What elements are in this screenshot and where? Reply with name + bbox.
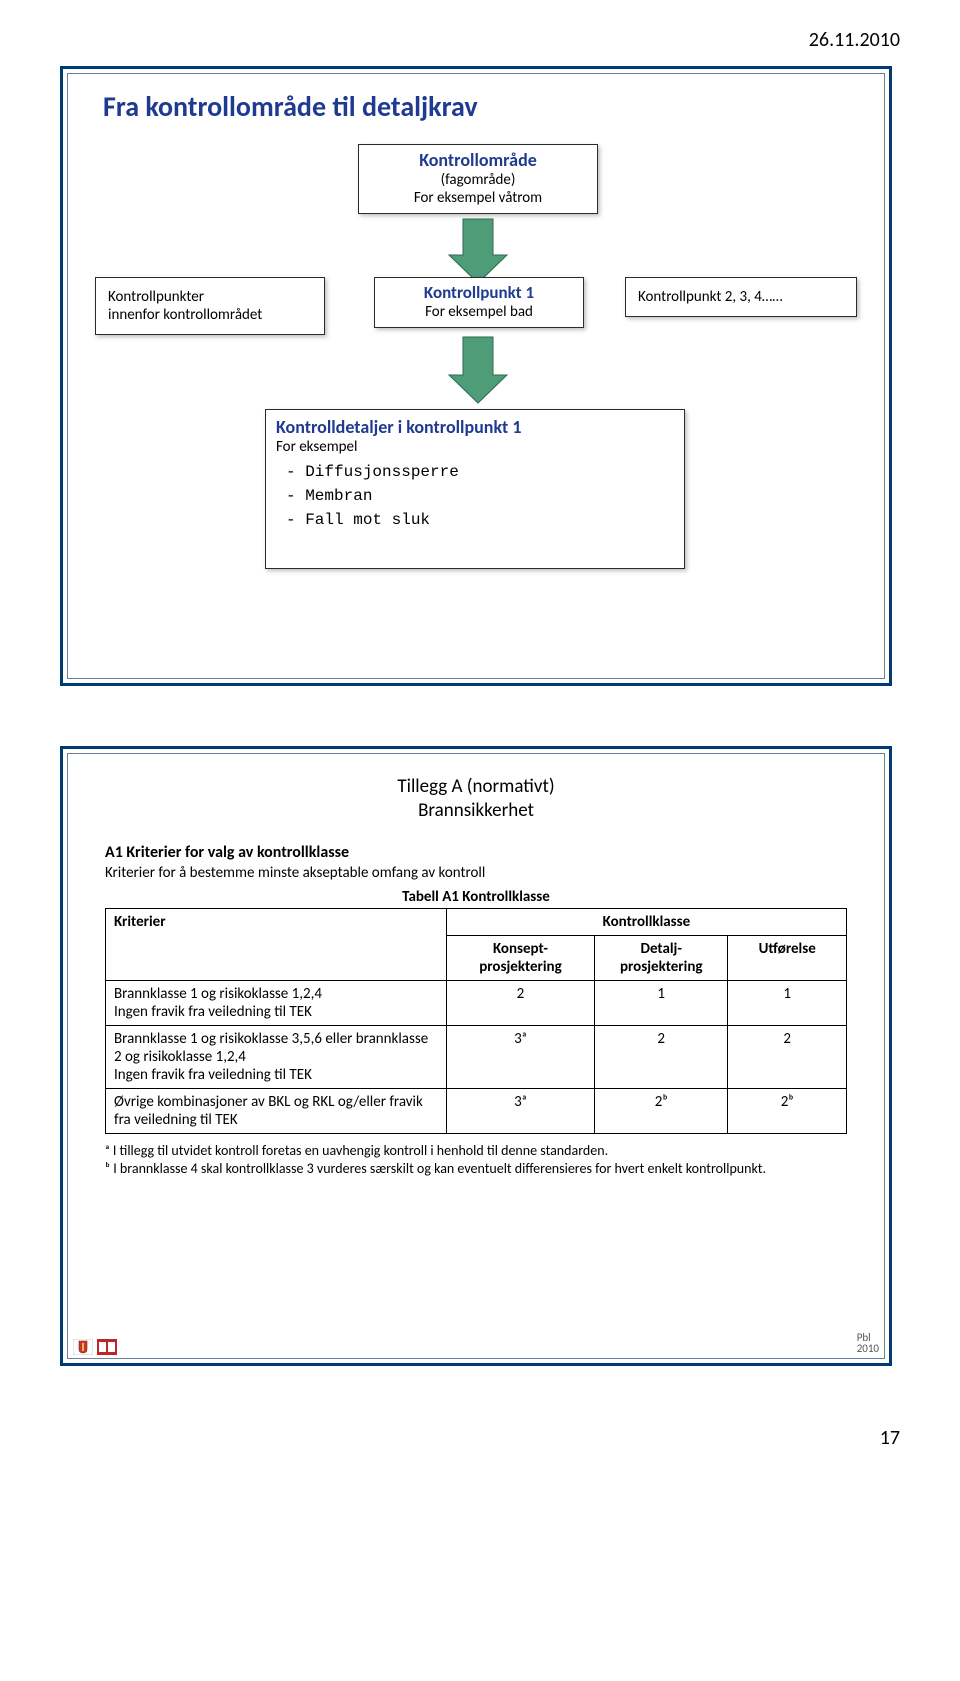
arrow-2 — [63, 69, 895, 689]
box-details: Kontrolldetaljer i kontrollpunkt 1 For e… — [265, 409, 685, 569]
slide2-logos — [73, 1339, 117, 1355]
box-details-list: - Diffusjonssperre - Membran - Fall mot … — [276, 460, 674, 532]
logo-be-icon — [97, 1339, 117, 1355]
page-number: 17 — [60, 1426, 900, 1450]
slide-1: Fra kontrollområde til detaljkrav Kontro… — [60, 66, 892, 686]
logo-crest-icon — [73, 1339, 93, 1355]
slide2-pbl: Pbl 2010 — [857, 1332, 879, 1355]
box-details-sub: For eksempel — [276, 438, 674, 456]
page-date: 26.11.2010 — [60, 28, 900, 52]
detail-item-2: - Fall mot sluk — [286, 508, 674, 532]
slide2-pbl-l2: 2010 — [857, 1343, 879, 1355]
box-details-hdr: Kontrolldetaljer i kontrollpunkt 1 — [276, 416, 674, 438]
detail-item-1: - Membran — [286, 484, 674, 508]
detail-item-0: - Diffusjonssperre — [286, 460, 674, 484]
slide-2: Tillegg A (normativt) Brannsikkerhet A1 … — [60, 746, 892, 1366]
